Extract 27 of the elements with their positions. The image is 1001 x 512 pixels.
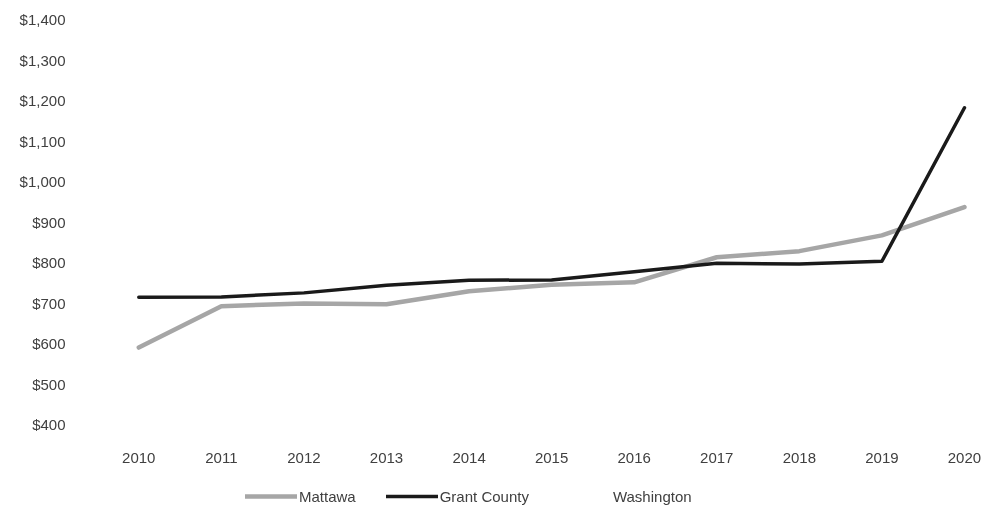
line-series xyxy=(136,204,967,350)
x-tick-label: 2018 xyxy=(782,448,817,466)
x-tick-label: 2015 xyxy=(534,448,569,466)
x-tick-label: 2013 xyxy=(369,448,404,466)
y-tick-label: $800 xyxy=(32,254,66,271)
x-tick-label: 2017 xyxy=(700,448,734,466)
x-tick-label: 2012 xyxy=(287,448,321,466)
y-tick-label: $1,400 xyxy=(19,11,66,28)
y-tick-label: $1,100 xyxy=(19,132,66,150)
x-tick-label: 2010 xyxy=(122,448,156,466)
line-series xyxy=(137,106,967,300)
y-tick-label: $700 xyxy=(32,294,66,312)
y-tick-label: $900 xyxy=(32,213,66,231)
text: Washington xyxy=(612,487,692,505)
x-tick-label: 2020 xyxy=(947,448,982,466)
legend-label: Grant County xyxy=(439,487,529,505)
x-tick-label: 2011 xyxy=(205,448,238,466)
y-tick-label: $600 xyxy=(32,335,66,352)
legend-label: Mattawa xyxy=(299,487,356,505)
y-tick-label: $1,000 xyxy=(19,173,66,190)
y-tick-label: $1,200 xyxy=(19,92,66,109)
y-tick-label: $500 xyxy=(32,375,66,393)
y-tick-label: $1,300 xyxy=(19,51,66,69)
x-tick-label: 2014 xyxy=(452,448,486,466)
x-tick-label: 2019 xyxy=(865,448,899,466)
x-tick-label: 2016 xyxy=(617,448,651,466)
y-tick-label: $400 xyxy=(32,416,66,433)
